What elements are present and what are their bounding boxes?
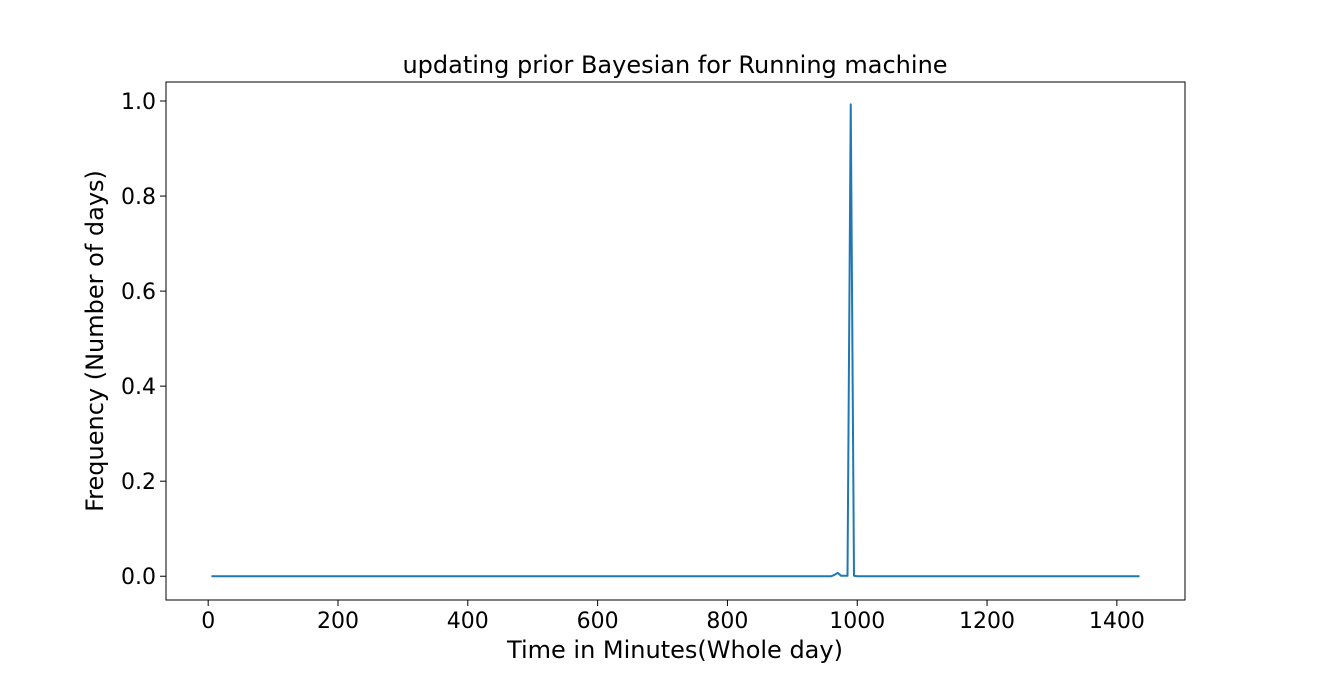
y-tick-label: 0.8 (121, 185, 156, 210)
y-tick-label: 0.2 (121, 470, 156, 495)
plot-frame (165, 81, 1186, 601)
x-tick-label: 800 (706, 609, 748, 634)
x-tick-label: 600 (577, 609, 619, 634)
x-tick-label: 1000 (829, 609, 885, 634)
y-tick-label: 0.4 (121, 375, 156, 400)
y-tick-label: 0.6 (121, 280, 156, 305)
chart-title: updating prior Bayesian for Running mach… (402, 51, 947, 79)
x-tick-label: 1200 (959, 609, 1015, 634)
series-line-1 (211, 103, 1140, 578)
y-axis-title: Frequency (Number of days) (81, 170, 109, 512)
y-tick-label: 0.0 (121, 565, 156, 590)
x-axis-title: Time in Minutes(Whole day) (506, 636, 843, 664)
x-tick-label: 200 (317, 609, 359, 634)
y-tick-label: 1.0 (121, 90, 156, 115)
x-tick-label: 1400 (1089, 609, 1145, 634)
x-tick-label: 400 (447, 609, 489, 634)
x-tick-label: 0 (201, 609, 215, 634)
